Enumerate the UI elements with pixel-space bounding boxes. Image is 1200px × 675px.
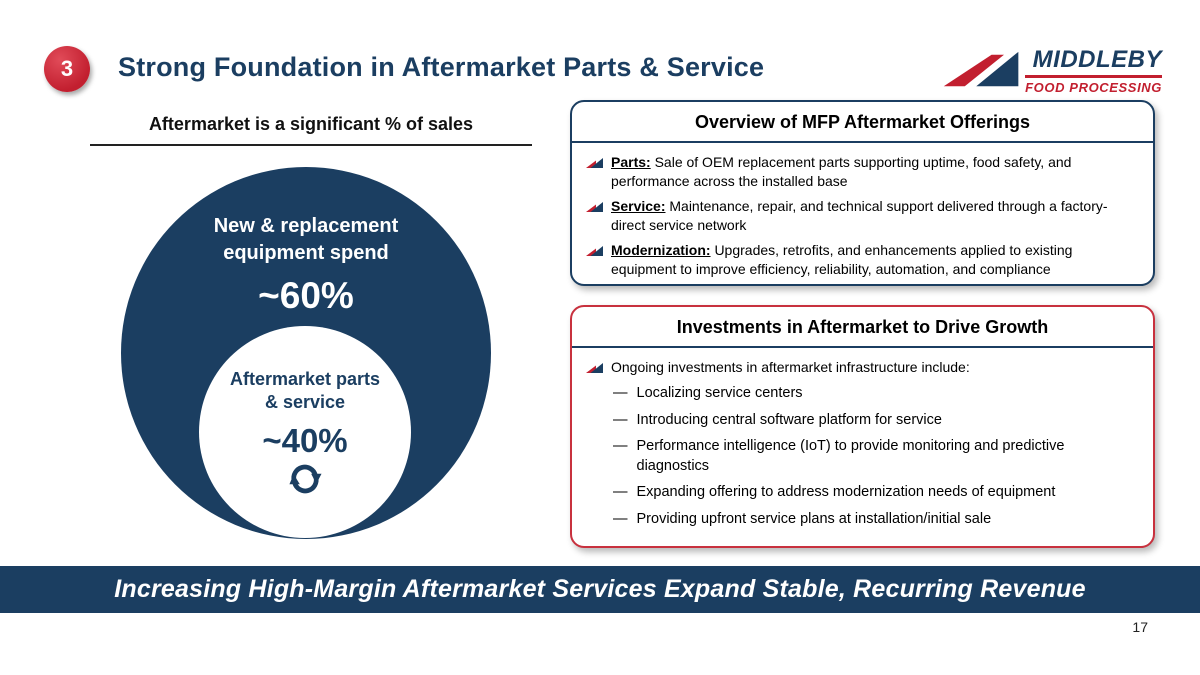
left-panel-heading: Aftermarket is a significant % of sales — [90, 114, 532, 146]
offering-item-service: Service: Maintenance, repair, and techni… — [586, 197, 1137, 235]
investments-box: Investments in Aftermarket to Drive Grow… — [570, 305, 1155, 548]
investment-item-text: Expanding offering to address modernizat… — [636, 484, 1056, 501]
investment-item: — Performance intelligence (IoT) to provi… — [613, 437, 1137, 476]
footer-banner: Increasing High-Margin Aftermarket Servi… — [0, 566, 1200, 613]
middleby-flag-icon — [943, 51, 1019, 87]
offering-item-modernization: Modernization: Upgrades, retrofits, and … — [586, 241, 1137, 279]
inner-circle-value: ~40% — [262, 421, 348, 459]
flag-bullet-icon — [586, 158, 603, 168]
inner-circle-label: Aftermarket parts & service — [229, 369, 381, 413]
investment-item: — Localizing service centers — [613, 384, 1137, 404]
offering-item-text: Service: Maintenance, repair, and techni… — [611, 198, 1108, 234]
investment-item: — Expanding offering to address moderniza… — [613, 483, 1137, 503]
offerings-box-title: Overview of MFP Aftermarket Offerings — [694, 112, 1031, 132]
offerings-box-divider — [572, 141, 1153, 143]
flag-bullet-icon — [586, 202, 603, 213]
footer-banner-text: Increasing High-Margin Aftermarket Servi… — [114, 575, 1086, 603]
outer-circle-value: ~60% — [258, 275, 354, 316]
offering-item-text: Modernization: Upgrades, retrofits, and … — [611, 242, 1073, 278]
flag-bullet-icon — [586, 246, 603, 257]
investment-item-text: Localizing service centers — [636, 385, 803, 402]
flag-bullet-icon — [586, 363, 603, 373]
dash-bullet: — — [613, 510, 628, 527]
inner-circle-aftermarket: Aftermarket parts & service ~40% — [199, 326, 411, 538]
dash-bullet: — — [613, 385, 628, 402]
offering-item-parts: Parts: Sale of OEM replacement parts sup… — [586, 153, 1137, 191]
outer-circle-label: New & replacement equipment spend — [213, 215, 399, 264]
investment-item-text: Introducing central software platform fo… — [636, 411, 942, 428]
logo-underline — [1025, 75, 1162, 78]
offerings-box-body: Parts: Sale of OEM replacement parts sup… — [572, 143, 1153, 284]
slide-title: Strong Foundation in Aftermarket Parts &… — [118, 52, 765, 82]
investment-item: — Providing upfront service plans at inst… — [613, 510, 1137, 530]
dash-bullet: — — [613, 411, 628, 428]
investment-item-text: Performance intelligence (IoT) to provid… — [636, 438, 1065, 474]
offerings-box: Overview of MFP Aftermarket Offerings Pa… — [570, 100, 1155, 286]
offering-item-text: Parts: Sale of OEM replacement parts sup… — [611, 154, 1072, 190]
investments-lead-item: Ongoing investments in aftermarket infra… — [586, 358, 1137, 377]
logo-wordmark: MIDDLEBY — [1032, 46, 1162, 73]
middleby-logo: MIDDLEBY FOOD PROCESSING — [943, 48, 1162, 94]
logo-text: MIDDLEBY FOOD PROCESSING — [1025, 48, 1162, 94]
investments-lead-text: Ongoing investments in aftermarket infra… — [611, 359, 970, 375]
investments-box-title: Investments in Aftermarket to Drive Grow… — [676, 317, 1049, 337]
logo-subtitle: FOOD PROCESSING — [1025, 80, 1162, 95]
investment-item: — Introducing central software platform f… — [613, 411, 1137, 431]
dash-bullet: — — [613, 484, 628, 501]
page-number: 17 — [1132, 619, 1148, 635]
dash-bullet: — — [613, 438, 628, 455]
slide-number-badge: 3 — [44, 46, 90, 92]
investment-item-text: Providing upfront service plans at insta… — [636, 510, 992, 527]
investments-box-body: Ongoing investments in aftermarket infra… — [572, 348, 1153, 541]
investments-box-divider — [572, 346, 1153, 348]
refresh-recurring-icon — [289, 464, 322, 494]
